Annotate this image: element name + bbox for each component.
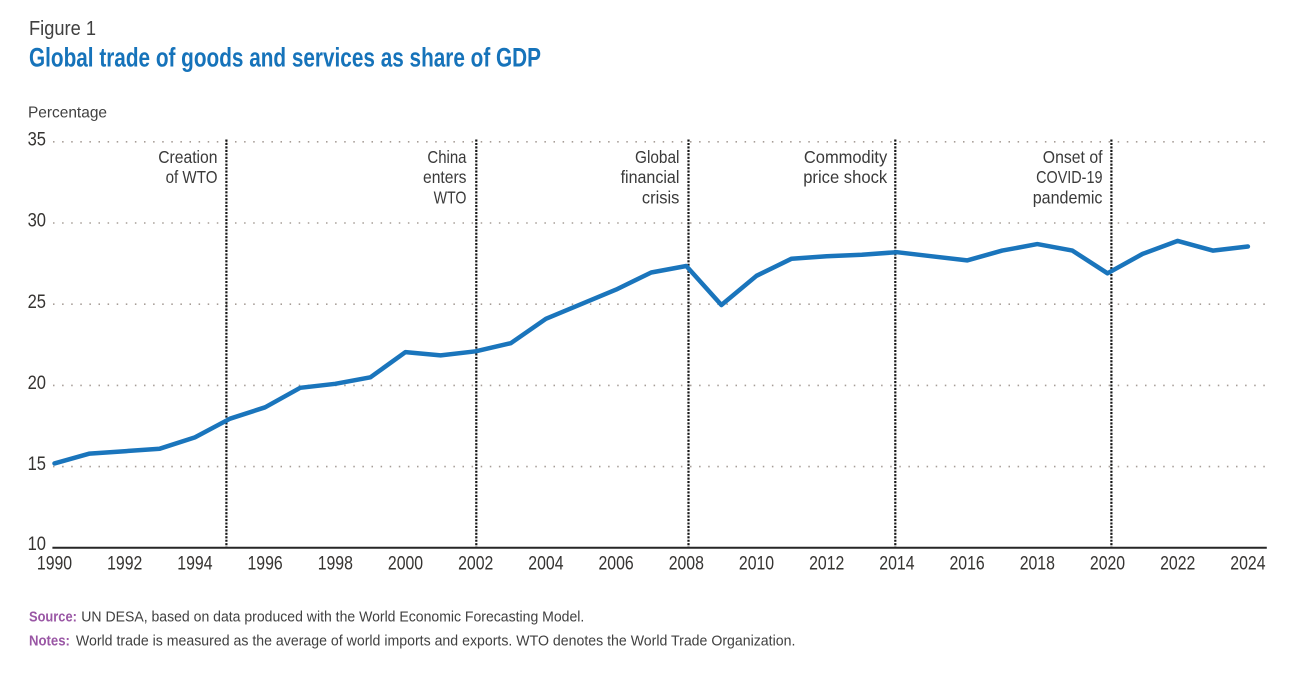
svg-text:enters: enters bbox=[423, 167, 467, 187]
svg-text:WTO: WTO bbox=[434, 187, 467, 207]
svg-text:2010: 2010 bbox=[739, 554, 774, 575]
svg-text:2006: 2006 bbox=[599, 554, 634, 575]
svg-text:Commodity: Commodity bbox=[804, 147, 888, 167]
svg-text:20: 20 bbox=[28, 373, 46, 394]
svg-text:1994: 1994 bbox=[177, 554, 213, 575]
svg-text:COVID-19: COVID-19 bbox=[1036, 167, 1102, 187]
svg-text:2008: 2008 bbox=[669, 554, 704, 575]
svg-text:1998: 1998 bbox=[318, 554, 353, 575]
svg-text:2022: 2022 bbox=[1160, 554, 1195, 575]
svg-text:2014: 2014 bbox=[879, 554, 915, 575]
svg-text:Creation: Creation bbox=[158, 147, 217, 167]
svg-text:Notes:World trade is measured: Notes: World trade is measured as the ave… bbox=[29, 633, 795, 650]
svg-text:1992: 1992 bbox=[107, 554, 142, 575]
svg-text:financial: financial bbox=[621, 167, 680, 187]
svg-text:2002: 2002 bbox=[458, 554, 493, 575]
svg-text:35: 35 bbox=[28, 129, 46, 150]
svg-text:crisis: crisis bbox=[642, 187, 680, 207]
svg-text:Percentage: Percentage bbox=[28, 105, 107, 122]
svg-text:2020: 2020 bbox=[1090, 554, 1125, 575]
svg-text:1990: 1990 bbox=[37, 554, 72, 575]
svg-text:pandemic: pandemic bbox=[1033, 187, 1103, 207]
svg-text:10: 10 bbox=[28, 534, 46, 555]
svg-text:30: 30 bbox=[28, 211, 46, 232]
svg-text:2024: 2024 bbox=[1230, 554, 1266, 575]
svg-text:Source:UN DESA, based on data: Source: UN DESA, based on data produced w… bbox=[29, 609, 584, 626]
svg-text:China: China bbox=[427, 147, 466, 167]
svg-text:2012: 2012 bbox=[809, 554, 844, 575]
svg-text:of WTO: of WTO bbox=[166, 167, 218, 187]
svg-text:2004: 2004 bbox=[528, 554, 564, 575]
svg-text:Figure 1: Figure 1 bbox=[29, 18, 96, 40]
svg-text:15: 15 bbox=[28, 454, 46, 475]
svg-text:1996: 1996 bbox=[248, 554, 283, 575]
svg-text:2016: 2016 bbox=[950, 554, 985, 575]
svg-text:2018: 2018 bbox=[1020, 554, 1055, 575]
svg-text:Global trade of goods and serv: Global trade of goods and services as sh… bbox=[29, 42, 541, 72]
svg-text:price shock: price shock bbox=[803, 167, 887, 187]
svg-text:Global: Global bbox=[635, 147, 679, 167]
svg-text:Onset of: Onset of bbox=[1043, 147, 1103, 167]
svg-text:2000: 2000 bbox=[388, 554, 423, 575]
svg-text:25: 25 bbox=[28, 292, 46, 313]
